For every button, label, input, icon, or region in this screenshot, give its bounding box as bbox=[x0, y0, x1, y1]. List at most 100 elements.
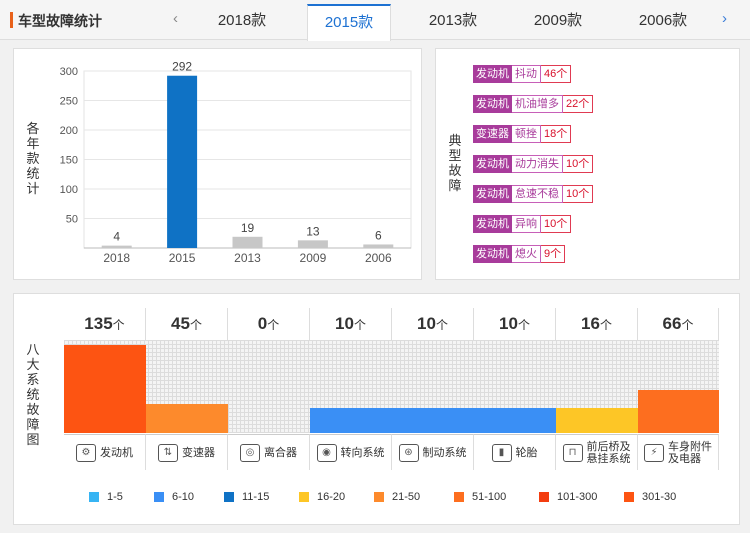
legend-item: 1-5 bbox=[89, 491, 123, 503]
legend-label: 1-5 bbox=[107, 491, 123, 503]
system-count-header: 10个 bbox=[474, 308, 556, 340]
legend-swatch bbox=[89, 492, 99, 502]
faults-vlabel: 典型故障 bbox=[448, 133, 462, 193]
system-label[interactable]: ⊓ 前后桥及 悬挂系统 bbox=[556, 434, 638, 470]
system-label[interactable]: ▮ 轮胎 bbox=[474, 434, 556, 470]
fault-count-tag: 46个 bbox=[541, 65, 572, 83]
legend-item: 51-100 bbox=[454, 491, 506, 503]
system-count-unit: 个 bbox=[681, 318, 694, 332]
systems-vlabel: 八大系统故障图 bbox=[26, 342, 40, 447]
system-bar[interactable] bbox=[556, 408, 638, 433]
year-bar-value: 6 bbox=[375, 228, 382, 242]
system-label[interactable]: ⊛ 制动系统 bbox=[392, 434, 474, 470]
title-accent bbox=[10, 12, 13, 28]
year-bar-value: 19 bbox=[241, 221, 255, 235]
year-bar-value: 292 bbox=[172, 60, 192, 74]
legend-item: 21-50 bbox=[374, 491, 420, 503]
fault-item[interactable]: 发动机 抖动 46个 bbox=[473, 65, 572, 83]
year-bar[interactable] bbox=[297, 240, 328, 248]
system-count-unit: 个 bbox=[267, 318, 280, 332]
year-bar[interactable] bbox=[363, 244, 394, 248]
tab-year-3[interactable]: 2009款 bbox=[533, 12, 583, 29]
legend-item: 101-300 bbox=[539, 491, 597, 503]
system-faults-panel: 八大系统故障图 135个 ⚙ 发动机 45个 ⇅ 变速器 0个 ◎ 离合器 10个 ◉ 转向系统 10个… bbox=[13, 293, 740, 525]
system-label[interactable]: ◎ 离合器 bbox=[228, 434, 310, 470]
legend-label: 16-20 bbox=[317, 491, 346, 503]
system-label[interactable]: ⚡ 车身附件 及电器 bbox=[638, 434, 719, 470]
system-bar[interactable] bbox=[64, 345, 146, 433]
system-count-unit: 个 bbox=[599, 318, 612, 332]
fault-item[interactable]: 发动机 怠速不稳 10个 bbox=[473, 185, 594, 203]
fault-system-tag: 变速器 bbox=[473, 125, 512, 143]
system-count-value: 10 bbox=[417, 314, 436, 333]
system-label-text: 轮胎 bbox=[515, 446, 538, 459]
legend-swatch bbox=[624, 492, 634, 502]
year-xtick-label: 2006 bbox=[365, 251, 392, 265]
tab-year-1[interactable]: 2015款 bbox=[307, 4, 391, 41]
legend-swatch bbox=[374, 492, 384, 502]
page-title: 车型故障统计 bbox=[18, 13, 102, 29]
fault-item[interactable]: 发动机 机油增多 22个 bbox=[473, 95, 594, 113]
year-ytick-label: 150 bbox=[60, 155, 78, 167]
fault-item[interactable]: 变速器 顿挫 18个 bbox=[473, 125, 572, 143]
suspension-icon: ⊓ bbox=[562, 443, 583, 462]
system-count-value: 10 bbox=[335, 314, 354, 333]
system-count-value: 135 bbox=[84, 314, 113, 333]
year-bar[interactable] bbox=[232, 236, 263, 248]
fault-system-tag: 发动机 bbox=[473, 65, 512, 83]
year-bar[interactable] bbox=[101, 245, 132, 248]
fault-type-tag: 顿挫 bbox=[512, 125, 541, 143]
typical-faults-panel: 典型故障 发动机 抖动 46个 发动机 机油增多 22个 变速器 顿挫 18个 发动机 动力消失 10… bbox=[435, 48, 740, 280]
fault-system-tag: 发动机 bbox=[473, 215, 512, 233]
year-ytick-label: 50 bbox=[66, 214, 78, 226]
fault-type-tag: 熄火 bbox=[512, 245, 541, 263]
fault-item[interactable]: 发动机 熄火 9个 bbox=[473, 245, 566, 263]
fault-type-tag: 怠速不稳 bbox=[512, 185, 563, 203]
fault-type-tag: 动力消失 bbox=[512, 155, 563, 173]
system-count-unit: 个 bbox=[435, 318, 448, 332]
clutch-icon: ◎ bbox=[240, 443, 260, 462]
system-label-text: 发动机 bbox=[100, 446, 133, 459]
legend-item: 16-20 bbox=[299, 491, 345, 503]
system-count-value: 45 bbox=[171, 314, 190, 333]
system-bar[interactable] bbox=[474, 408, 556, 433]
system-count-value: 66 bbox=[662, 314, 682, 333]
year-ytick-label: 200 bbox=[60, 125, 78, 137]
legend-label: 21-50 bbox=[392, 491, 421, 503]
system-bar[interactable] bbox=[638, 389, 719, 433]
system-bar[interactable] bbox=[310, 408, 392, 433]
system-count-unit: 个 bbox=[353, 318, 366, 332]
system-count-header: 16个 bbox=[556, 308, 638, 340]
fault-count-tag: 22个 bbox=[563, 95, 594, 113]
system-bar[interactable] bbox=[146, 403, 228, 433]
legend-swatch bbox=[224, 492, 234, 502]
fault-count-tag: 10个 bbox=[541, 215, 572, 233]
system-label[interactable]: ⇅ 变速器 bbox=[146, 434, 228, 470]
system-bar[interactable] bbox=[392, 408, 474, 433]
year-stats-panel: 各年款统计 50 100 150 200 250 300 4 2018 292 2015 19 201… bbox=[13, 48, 422, 280]
year-bar-value: 13 bbox=[306, 224, 320, 238]
year-bar-chart: 50 100 150 200 250 300 4 2018 292 2015 19 2013 13 200… bbox=[60, 60, 412, 265]
legend-label: 11-15 bbox=[242, 491, 270, 503]
system-count-header: 66个 bbox=[638, 308, 719, 340]
legend-item: 301-30 bbox=[624, 491, 676, 503]
legend-item: 11-15 bbox=[224, 491, 269, 503]
year-xtick-label: 2015 bbox=[169, 251, 196, 265]
system-count-unit: 个 bbox=[189, 318, 202, 332]
tab-year-4[interactable]: 2006款 bbox=[638, 12, 688, 29]
fault-system-tag: 发动机 bbox=[473, 185, 512, 203]
year-stats-vlabel: 各年款统计 bbox=[26, 121, 40, 196]
fault-item[interactable]: 发动机 异响 10个 bbox=[473, 215, 572, 233]
next-arrow-icon[interactable]: › bbox=[722, 10, 727, 27]
system-label-text: 车身附件 及电器 bbox=[668, 440, 712, 465]
system-label[interactable]: ⚙ 发动机 bbox=[64, 434, 146, 470]
prev-arrow-icon[interactable]: ‹ bbox=[173, 10, 178, 27]
year-bar-value: 4 bbox=[113, 230, 120, 244]
fault-item[interactable]: 发动机 动力消失 10个 bbox=[473, 155, 594, 173]
legend-swatch bbox=[299, 492, 309, 502]
tab-year-2[interactable]: 2013款 bbox=[428, 12, 478, 29]
year-bar[interactable] bbox=[167, 75, 198, 248]
tab-year-0[interactable]: 2018款 bbox=[217, 12, 267, 29]
system-label[interactable]: ◉ 转向系统 bbox=[310, 434, 392, 470]
legend-label: 51-100 bbox=[472, 491, 507, 503]
